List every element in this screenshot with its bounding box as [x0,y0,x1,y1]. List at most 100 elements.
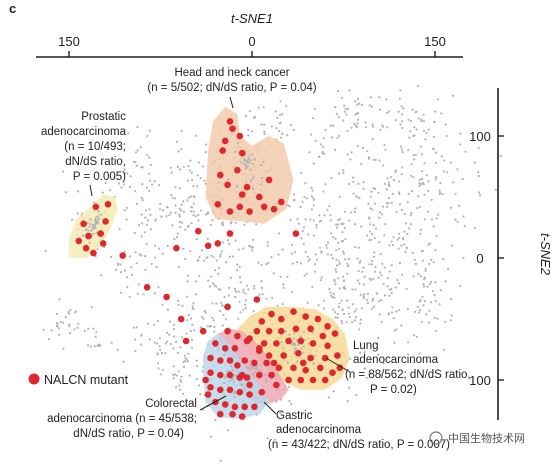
region-sample-point [89,223,92,226]
background-sample-point [371,208,374,211]
background-sample-point [159,202,162,205]
background-sample-point [362,266,365,269]
background-sample-point [398,180,401,183]
background-sample-point [199,177,202,180]
nalcn-mutant-point [292,230,300,237]
background-sample-point [330,253,333,256]
background-sample-point [145,186,148,189]
background-sample-point [301,200,304,203]
nalcn-mutant-point [324,323,331,330]
region-sample-point [92,225,95,228]
background-sample-point [165,331,169,334]
background-sample-point [211,316,214,319]
background-sample-point [123,269,127,272]
background-sample-point [383,294,386,297]
background-sample-point [408,136,411,139]
background-sample-point [315,258,318,261]
nalcn-mutant-point [285,376,292,384]
background-sample-point [194,293,198,296]
background-sample-point [430,198,433,201]
background-sample-point [435,175,438,179]
background-sample-point [422,304,425,307]
background-sample-point [336,136,339,139]
background-sample-point [180,148,183,151]
background-sample-point [209,435,212,438]
background-sample-point [170,194,173,197]
background-sample-point [413,126,416,129]
background-sample-point [403,230,406,233]
background-sample-point [360,225,363,228]
background-sample-point [370,190,373,193]
background-sample-point [68,323,71,326]
background-sample-point [342,222,345,225]
background-sample-point [192,210,195,213]
background-sample-point [428,242,431,245]
background-sample-point [290,403,293,406]
background-sample-point [190,346,193,349]
background-sample-point [462,215,465,218]
background-sample-point [342,312,345,316]
background-sample-point [170,171,173,174]
background-sample-point [189,317,193,320]
background-sample-point [153,292,156,295]
background-sample-point [377,336,380,340]
background-sample-point [325,244,328,247]
background-sample-point [189,210,193,213]
background-sample-point [187,274,190,277]
background-sample-point [42,328,45,331]
nalcn-mutant-point [309,340,317,347]
annotation-lung-line1: Lung [353,340,379,352]
background-sample-point [207,279,210,282]
background-sample-point [419,309,422,312]
background-sample-point [260,286,263,289]
background-sample-point [396,279,399,282]
nalcn-mutant-point [314,315,322,323]
background-sample-point [422,113,425,116]
background-sample-point [334,311,337,314]
background-sample-point [189,195,192,198]
background-sample-point [95,331,98,334]
background-sample-point [228,242,231,245]
nalcn-mutant-point [226,386,234,394]
background-sample-point [149,228,152,231]
nalcn-mutant-point [255,371,263,379]
background-sample-point [363,283,366,286]
background-sample-point [315,226,318,229]
background-sample-point [349,158,352,161]
background-sample-point [123,168,126,171]
background-sample-point [156,352,159,355]
background-sample-point [432,261,435,264]
background-sample-point [249,245,252,248]
background-sample-point [201,370,204,373]
background-sample-point [355,112,358,115]
background-sample-point [277,253,280,256]
annotation-prostatic: Prostatic adenocarcinoma (n = 10/493; dN… [41,111,127,183]
background-sample-point [242,291,245,294]
background-sample-point [160,352,164,355]
background-sample-point [210,254,213,257]
background-sample-point [199,393,202,396]
background-sample-point [113,175,116,179]
background-sample-point [305,197,309,200]
background-sample-point [279,275,282,278]
background-sample-point [337,116,341,119]
background-sample-point [258,293,261,296]
background-sample-point [325,246,328,249]
nalcn-mutant-point [260,340,268,347]
background-sample-point [390,240,393,243]
background-sample-point [407,149,410,152]
background-sample-point [301,230,304,233]
background-sample-point [164,342,167,345]
background-sample-point [363,293,366,296]
background-sample-point [407,118,410,121]
background-sample-point [238,300,241,303]
region-sample-point [228,379,231,382]
background-sample-point [304,250,307,253]
background-sample-point [354,315,357,319]
background-sample-point [461,177,464,181]
background-sample-point [321,152,324,155]
nalcn-mutant-point [221,137,229,145]
background-sample-point [281,113,284,116]
background-sample-point [234,295,237,299]
background-sample-point [323,299,326,302]
